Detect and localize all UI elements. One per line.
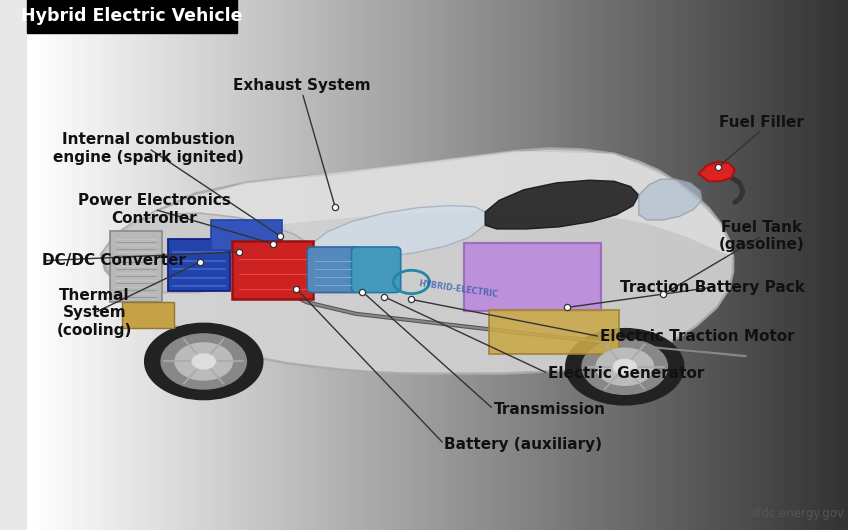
- Text: Exhaust System: Exhaust System: [233, 78, 371, 93]
- Circle shape: [596, 348, 654, 385]
- Circle shape: [145, 323, 263, 400]
- Text: Thermal
System
(cooling): Thermal System (cooling): [57, 288, 132, 338]
- FancyBboxPatch shape: [232, 241, 313, 299]
- FancyBboxPatch shape: [121, 302, 174, 328]
- Text: Transmission: Transmission: [494, 402, 605, 417]
- FancyBboxPatch shape: [27, 0, 237, 33]
- Text: Traction Battery Pack: Traction Battery Pack: [620, 280, 805, 295]
- Circle shape: [582, 339, 667, 394]
- Text: Battery (auxiliary): Battery (auxiliary): [444, 437, 602, 452]
- Polygon shape: [485, 180, 639, 229]
- FancyBboxPatch shape: [351, 247, 401, 293]
- Polygon shape: [310, 206, 485, 257]
- Text: DC/DC Converter: DC/DC Converter: [42, 253, 186, 268]
- Circle shape: [566, 329, 683, 405]
- FancyBboxPatch shape: [464, 243, 601, 311]
- Text: HYBRID-ELECTRIC: HYBRID-ELECTRIC: [418, 279, 499, 299]
- FancyBboxPatch shape: [311, 250, 323, 290]
- Polygon shape: [101, 148, 734, 374]
- Text: Electric Generator: Electric Generator: [549, 366, 705, 381]
- Text: Electric Traction Motor: Electric Traction Motor: [600, 329, 795, 344]
- Text: Internal combustion
engine (spark ignited): Internal combustion engine (spark ignite…: [53, 132, 244, 165]
- Text: Fuel Tank
(gasoline): Fuel Tank (gasoline): [719, 219, 805, 252]
- Circle shape: [161, 334, 247, 389]
- FancyBboxPatch shape: [489, 310, 619, 354]
- Circle shape: [192, 354, 215, 369]
- FancyBboxPatch shape: [110, 231, 162, 302]
- Text: Fuel Filler: Fuel Filler: [719, 115, 804, 130]
- Polygon shape: [699, 162, 734, 181]
- Text: Hybrid Electric Vehicle: Hybrid Electric Vehicle: [20, 7, 243, 25]
- Circle shape: [613, 359, 636, 374]
- FancyBboxPatch shape: [211, 220, 282, 250]
- Polygon shape: [101, 151, 734, 257]
- FancyBboxPatch shape: [168, 239, 230, 291]
- Text: Power Electronics
Controller: Power Electronics Controller: [78, 193, 231, 226]
- FancyBboxPatch shape: [307, 247, 360, 293]
- Text: afdc.energy.gov: afdc.energy.gov: [750, 507, 844, 520]
- Circle shape: [175, 343, 232, 380]
- Polygon shape: [639, 179, 702, 220]
- Polygon shape: [101, 213, 310, 293]
